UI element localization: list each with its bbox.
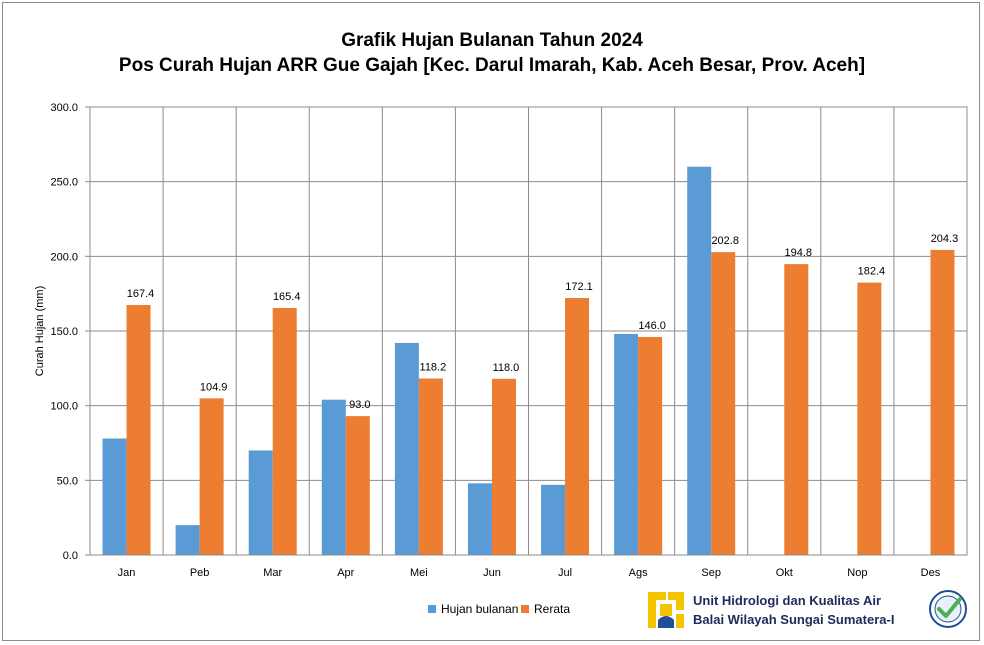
y-tick-label: 300.0 bbox=[50, 102, 78, 114]
bar-hujan-bulanan bbox=[102, 438, 127, 555]
pu-logo-icon bbox=[646, 590, 686, 630]
data-label: 146.0 bbox=[638, 320, 666, 332]
x-tick-label: Jun bbox=[483, 567, 501, 579]
y-tick-label: 200.0 bbox=[50, 251, 78, 263]
legend-label-hujan: Hujan bulanan bbox=[441, 602, 519, 616]
bar-hujan-bulanan bbox=[467, 483, 492, 555]
x-tick-label: Jul bbox=[558, 567, 572, 579]
y-tick-label: 150.0 bbox=[50, 326, 78, 338]
x-tick-label: Ags bbox=[629, 567, 648, 579]
data-label: 167.4 bbox=[127, 288, 155, 300]
x-tick-label: Peb bbox=[190, 567, 210, 579]
legend-swatch-rerata bbox=[521, 605, 529, 613]
y-tick-label: 250.0 bbox=[50, 177, 78, 189]
legend-item-hujan: Hujan bulanan bbox=[428, 602, 518, 616]
bar-hujan-bulanan bbox=[614, 333, 639, 555]
legend-label-rerata: Rerata bbox=[534, 602, 571, 616]
y-axis-label: Curah Hujan (mm) bbox=[34, 286, 46, 376]
data-label: 194.8 bbox=[785, 247, 813, 259]
x-tick-label: Apr bbox=[337, 567, 354, 579]
x-tick-label: Des bbox=[921, 567, 941, 579]
chart-title: Grafik Hujan Bulanan Tahun 2024 bbox=[341, 30, 643, 51]
x-tick-label: Mar bbox=[263, 567, 282, 579]
bar-rerata bbox=[126, 305, 151, 555]
data-label: 118.2 bbox=[420, 361, 447, 373]
org-office-name: Balai Wilayah Sungai Sumatera-I bbox=[693, 612, 895, 627]
bar-rerata bbox=[638, 336, 663, 555]
x-tick-label: Okt bbox=[776, 567, 793, 579]
bar-rerata bbox=[199, 398, 224, 555]
bar-rerata bbox=[345, 416, 370, 555]
bar-hujan-bulanan bbox=[394, 342, 419, 555]
bar-hujan-bulanan bbox=[687, 166, 712, 555]
x-tick-label: Nop bbox=[847, 567, 867, 579]
data-label: 204.3 bbox=[931, 233, 959, 245]
bar-rerata bbox=[930, 249, 955, 556]
data-labels: 167.4 104.9 165.4 93.0 118.2 118.0 172.1 146.0 2… bbox=[127, 233, 958, 411]
x-tick-label: Jan bbox=[118, 567, 136, 579]
legend-swatch-hujan bbox=[428, 605, 436, 613]
bar-hujan-bulanan bbox=[541, 484, 566, 555]
data-label: 118.0 bbox=[493, 362, 520, 374]
bar-rerata bbox=[418, 378, 443, 555]
data-label: 202.8 bbox=[711, 235, 739, 247]
axes: 0.0 50.0 100.0 150.0 200.0 250.0 300.0 Jan Peb Ma… bbox=[50, 102, 967, 579]
bar-rerata bbox=[711, 252, 736, 556]
bar-hujan-bulanan bbox=[248, 450, 273, 555]
bar-rerata bbox=[272, 308, 297, 555]
data-label: 93.0 bbox=[349, 399, 370, 411]
x-tick-label: Sep bbox=[701, 567, 721, 579]
bar-rerata bbox=[491, 378, 516, 555]
data-label: 165.4 bbox=[273, 291, 301, 303]
iso-certified-badge-icon bbox=[929, 590, 967, 628]
data-label: 182.4 bbox=[858, 266, 886, 278]
bar-hujan-bulanan bbox=[175, 525, 200, 555]
chart-subtitle: Pos Curah Hujan ARR Gue Gajah [Kec. Daru… bbox=[118, 55, 866, 76]
data-label: 104.9 bbox=[200, 381, 228, 393]
bar-rerata bbox=[784, 264, 809, 555]
bar-rerata bbox=[857, 282, 882, 555]
x-tick-label: Mei bbox=[410, 567, 428, 579]
y-tick-label: 0.0 bbox=[63, 550, 78, 562]
y-tick-label: 50.0 bbox=[57, 475, 78, 487]
organization-block: Unit Hidrologi dan Kualitas Air Balai Wi… bbox=[646, 590, 976, 630]
y-tick-label: 100.0 bbox=[50, 401, 78, 413]
bars bbox=[102, 166, 955, 556]
data-label: 172.1 bbox=[565, 281, 593, 293]
bar-hujan-bulanan bbox=[321, 399, 346, 555]
bar-rerata bbox=[565, 297, 590, 555]
org-unit-name: Unit Hidrologi dan Kualitas Air bbox=[693, 593, 882, 608]
legend-item-rerata: Rerata bbox=[521, 602, 570, 616]
